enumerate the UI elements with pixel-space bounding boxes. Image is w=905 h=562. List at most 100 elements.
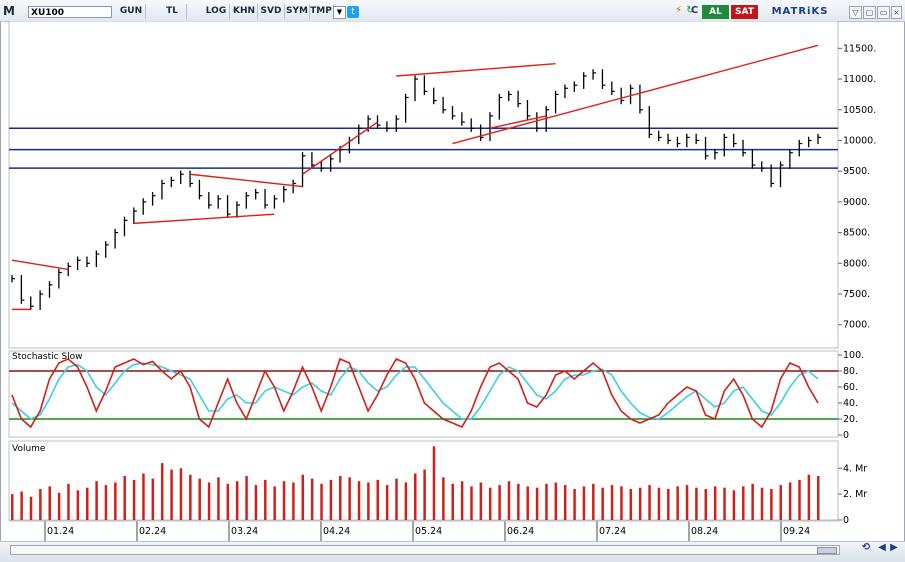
volume-bar xyxy=(817,476,820,520)
volume-bar xyxy=(339,476,342,520)
volume-bar xyxy=(95,481,98,520)
scroll-left-icon[interactable]: ◀ xyxy=(878,542,886,553)
stoch-plot xyxy=(9,357,838,429)
sync-icon[interactable]: ⟲ xyxy=(861,542,871,553)
log-button[interactable]: LOG xyxy=(203,4,230,19)
volume-bar xyxy=(488,487,492,520)
horizontal-scrollbar[interactable] xyxy=(10,545,840,555)
lightning-icon[interactable]: ⚡ xyxy=(674,5,683,16)
volume-bar xyxy=(554,482,558,520)
x-tick-label: 05.24 xyxy=(415,526,442,537)
volume-bar xyxy=(713,486,717,520)
volume-bar xyxy=(423,469,426,520)
x-tick-label: 07.24 xyxy=(599,526,626,537)
price-y-tick-label: 11500. xyxy=(843,43,876,54)
volume-bar xyxy=(657,487,661,520)
symbol-input[interactable]: XU100 xyxy=(28,6,112,18)
price-y-tick-label: 7500. xyxy=(843,289,870,300)
volume-bar xyxy=(292,482,295,520)
volume-y-tick-label: 4. Mr xyxy=(843,463,867,474)
volume-bar xyxy=(320,483,323,520)
volume-y-tick-label: 0 xyxy=(843,515,849,526)
stoch-y-tick-label: 80. xyxy=(843,366,858,377)
currency-button[interactable]: TL xyxy=(158,4,187,19)
sell-button[interactable]: SAT xyxy=(731,5,758,19)
volume-bar xyxy=(470,486,473,520)
volume-bar xyxy=(151,478,155,520)
volume-bar xyxy=(395,478,398,520)
stoch-y-tick-label: 100. xyxy=(843,350,864,361)
period-button[interactable]: GUN xyxy=(117,4,146,19)
stoch-y-tick-label: 20. xyxy=(843,414,858,425)
restore-icon[interactable]: ▢ xyxy=(863,6,876,19)
volume-bar xyxy=(742,486,745,520)
volume-bar xyxy=(376,479,380,520)
refresh-icon[interactable]: ↻ xyxy=(686,5,695,16)
close-icon[interactable]: × xyxy=(891,6,902,19)
volume-y-tick-label: 2. Mr xyxy=(843,489,867,500)
volume-bar xyxy=(498,485,501,520)
volume-bar xyxy=(179,468,183,520)
volume-bar xyxy=(526,486,529,520)
volume-bar xyxy=(11,494,14,520)
volume-bar xyxy=(432,446,436,520)
volume-bar xyxy=(170,469,173,520)
stoch-title: Stochastic Slow xyxy=(12,352,83,362)
volume-bar xyxy=(517,483,520,520)
volume-bar xyxy=(798,479,801,520)
volume-bar xyxy=(48,486,51,520)
volume-bar xyxy=(404,482,408,520)
volume-bar xyxy=(770,488,773,520)
volume-bar xyxy=(760,487,764,520)
price-y-tick-label: 11000. xyxy=(843,74,876,85)
volume-bar xyxy=(235,481,239,520)
price-plot xyxy=(9,44,838,311)
maximize-icon[interactable]: ▭ xyxy=(877,6,890,19)
volume-bar xyxy=(751,483,754,520)
twitter-icon[interactable]: t xyxy=(347,6,359,18)
volume-bar xyxy=(385,485,389,520)
sym-button[interactable]: SYM xyxy=(285,4,310,19)
volume-bar xyxy=(198,478,201,520)
volume-bar xyxy=(132,479,136,520)
chart-area[interactable]: 11500. 11000. 10500. 10000. 9500. 9000. 8500. 8… xyxy=(0,21,905,541)
volume-bar xyxy=(142,473,145,520)
volume-bar xyxy=(442,477,445,520)
volume-bar xyxy=(20,491,23,520)
volume-bar xyxy=(29,496,33,520)
volume-bar xyxy=(592,483,595,520)
tmp-button[interactable]: TMP xyxy=(309,4,334,19)
khn-button[interactable]: KHN xyxy=(231,4,258,19)
menu-m-label[interactable]: M xyxy=(3,4,15,18)
volume-bar xyxy=(685,485,689,520)
x-tick-label: 03.24 xyxy=(231,526,258,537)
trend-line-3 xyxy=(189,173,303,188)
volume-bar xyxy=(254,485,258,520)
volume-plot xyxy=(11,446,820,520)
minimize-icon[interactable]: ▽ xyxy=(849,6,862,19)
chevron-down-icon[interactable]: ▼ xyxy=(333,6,346,19)
scrollbar-thumb[interactable] xyxy=(817,547,837,554)
trend-line-7 xyxy=(489,115,547,129)
volume-bar xyxy=(667,488,670,520)
volume-bar xyxy=(788,482,792,520)
stoch-panel-frame xyxy=(8,350,839,438)
x-tick-label: 04.24 xyxy=(323,526,350,537)
svd-button[interactable]: SVD xyxy=(258,4,285,19)
trend-line-0 xyxy=(11,259,69,271)
axes: 11500. 11000. 10500. 10000. 9500. 9000. 8500. 8… xyxy=(44,43,876,541)
volume-bar xyxy=(217,477,220,520)
price-y-tick-label: 9000. xyxy=(843,197,870,208)
scroll-right-icon[interactable]: ▶ xyxy=(890,542,898,553)
stoch-y-tick-label: 60. xyxy=(843,382,858,393)
price-panel-frame xyxy=(8,21,839,349)
volume-bar xyxy=(310,478,314,520)
c-button[interactable]: C xyxy=(690,5,699,16)
volume-bar xyxy=(601,487,604,520)
x-tick-label: 02.24 xyxy=(139,526,166,537)
x-tick-label: 01.24 xyxy=(47,526,74,537)
buy-button[interactable]: AL xyxy=(702,5,729,19)
trend-line-6 xyxy=(452,44,819,145)
volume-bar xyxy=(704,488,708,520)
volume-bar xyxy=(57,492,61,520)
